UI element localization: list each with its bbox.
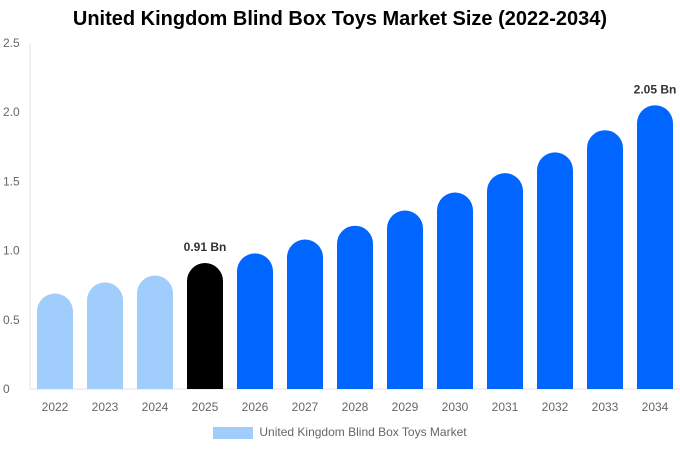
x-tick-label: 2028	[342, 400, 369, 414]
x-tick-label: 2026	[242, 400, 269, 414]
x-tick-label: 2022	[42, 400, 69, 414]
y-tick-label: 2.5	[3, 36, 20, 50]
y-tick-label: 0.5	[3, 313, 20, 327]
x-tick-label: 2024	[142, 400, 169, 414]
bar-2032	[537, 152, 573, 389]
bar-2031	[487, 173, 523, 389]
chart-title: United Kingdom Blind Box Toys Market Siz…	[72, 8, 608, 30]
bar-2026	[237, 253, 273, 389]
bar-2034	[637, 105, 673, 389]
bar-2033	[587, 130, 623, 389]
data-label: 0.91 Bn	[184, 240, 227, 254]
bar-2025	[187, 263, 223, 389]
legend-label: United Kingdom Blind Box Toys Market	[259, 425, 467, 439]
y-tick-label: 0	[3, 382, 10, 396]
y-tick-label: 1.5	[3, 174, 20, 188]
bar-2024	[137, 275, 173, 389]
bar-2030	[437, 192, 473, 389]
x-tick-label: 2025	[192, 400, 219, 414]
x-tick-label: 2034	[642, 400, 669, 414]
legend: United Kingdom Blind Box Toys Market	[0, 425, 680, 439]
x-tick-label: 2032	[542, 400, 569, 414]
y-tick-label: 1.0	[3, 244, 20, 258]
data-label: 2.05 Bn	[634, 82, 677, 96]
x-tick-label: 2027	[292, 400, 319, 414]
bar-2022	[37, 293, 73, 389]
x-tick-label: 2023	[92, 400, 119, 414]
bar-2023	[87, 282, 123, 389]
x-tick-label: 2029	[392, 400, 419, 414]
x-tick-label: 2033	[592, 400, 619, 414]
bar-2029	[387, 210, 423, 389]
y-tick-label: 2.0	[3, 105, 20, 119]
x-tick-label: 2030	[442, 400, 469, 414]
x-tick-label: 2031	[492, 400, 519, 414]
legend-swatch	[213, 426, 254, 439]
bar-2028	[337, 225, 373, 389]
bar-2027	[287, 239, 323, 389]
